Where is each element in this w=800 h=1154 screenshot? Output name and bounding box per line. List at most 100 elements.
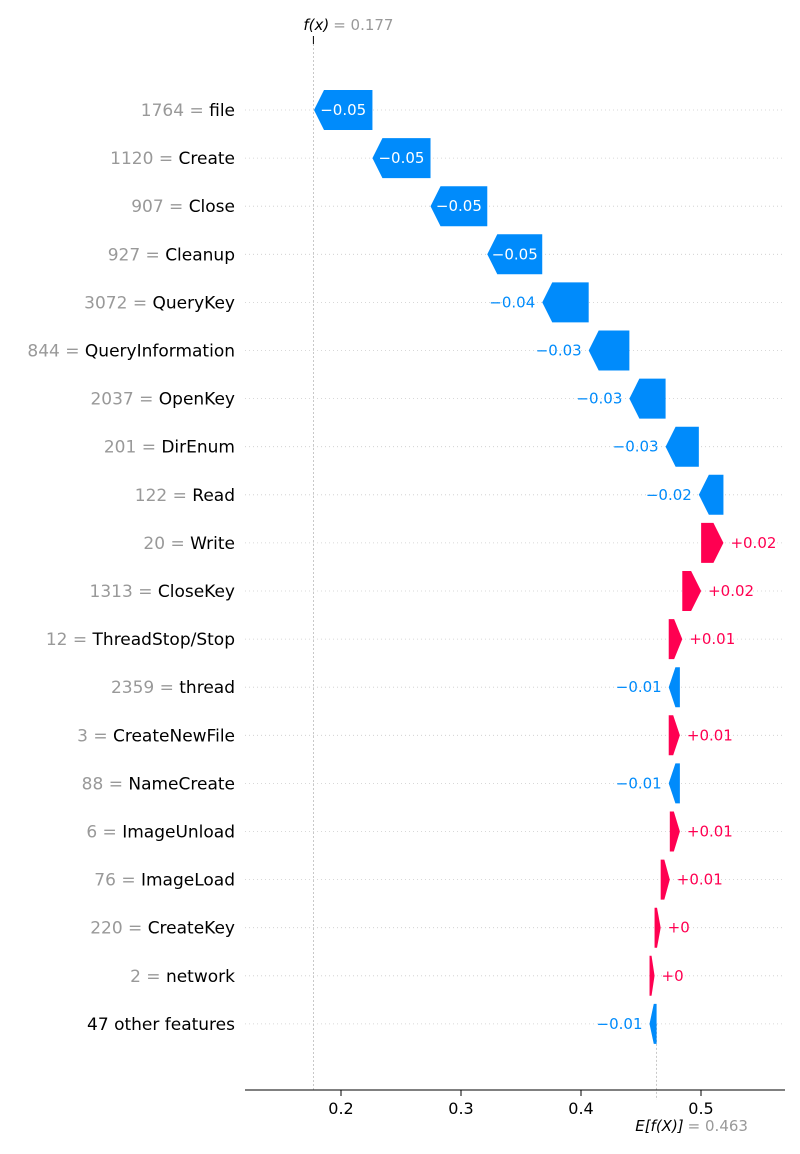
x-tick-label: 0.2 [328, 1099, 353, 1118]
bar-data-label: +0.02 [708, 582, 754, 600]
feature-value: 3 = [77, 726, 113, 746]
feature-label: 122 = Read [135, 486, 235, 506]
feature-value: 12 = [46, 630, 93, 650]
feature-label: 201 = DirEnum [104, 438, 235, 458]
x-axis: 0.2 0.3 0.4 0.5 [245, 1089, 785, 1118]
feature-value: 88 = [82, 774, 129, 794]
feature-value: 220 = [90, 919, 148, 939]
feature-name: DirEnum [161, 438, 235, 458]
feature-name: CloseKey [158, 582, 235, 602]
contribution-bar [542, 282, 589, 323]
feature-value: 6 = [86, 823, 122, 843]
feature-name: Cleanup [165, 245, 235, 265]
contribution-bar [372, 138, 431, 179]
feature-value: 927 = [108, 245, 166, 265]
bar-data-label: −0.01 [597, 1015, 643, 1033]
contribution-bar [649, 955, 655, 996]
feature-value: 2 = [130, 967, 166, 987]
feature-label: 220 = CreateKey [90, 919, 235, 939]
feature-name: ImageUnload [122, 823, 235, 843]
bar-data-label: −0.05 [378, 149, 424, 167]
contribution-bar [654, 907, 661, 948]
feature-name: ImageLoad [141, 871, 235, 891]
feature-name: OpenKey [159, 390, 235, 410]
feature-label: 844 = QueryInformation [27, 342, 235, 362]
feature-label: 2037 = OpenKey [90, 390, 235, 410]
feature-label: 76 = ImageLoad [94, 871, 235, 891]
feature-name: ThreadStop/Stop [92, 630, 235, 650]
bar-data-label: +0.01 [687, 823, 733, 841]
fx-annotation: f(x) = 0.177 [303, 16, 393, 34]
feature-name: Create [179, 149, 236, 169]
feature-label: 2 = network [130, 967, 235, 987]
feature-value: 122 = [135, 486, 193, 506]
feature-label: 907 = Close [131, 197, 235, 217]
contribution-bar [698, 474, 724, 515]
contribution-bars [314, 90, 724, 1044]
feature-label: 47 other features [87, 1015, 235, 1035]
feature-name: NameCreate [128, 774, 235, 794]
contribution-bar [682, 571, 702, 611]
contribution-bar [665, 426, 699, 467]
bar-data-label: +0 [668, 919, 690, 937]
feature-name: file [209, 101, 235, 121]
feature-name: QueryInformation [85, 342, 235, 362]
contribution-bar [668, 619, 683, 660]
bar-data-label: +0 [662, 967, 684, 985]
bar-data-label: −0.03 [536, 342, 582, 360]
bar-data-label: −0.05 [320, 101, 366, 119]
feature-label: 2359 = thread [111, 678, 235, 698]
feature-name: Close [189, 197, 235, 217]
contribution-bar [649, 1003, 657, 1044]
bar-data-label: −0.01 [616, 678, 662, 696]
feature-value: 844 = [27, 342, 85, 362]
feature-label: 3072 = QueryKey [84, 293, 235, 313]
bar-data-label: −0.03 [576, 390, 622, 408]
feature-value: 3072 = [84, 293, 152, 313]
feature-name: Write [190, 534, 235, 554]
ex-value: = 0.463 [688, 1117, 748, 1135]
bar-data-label: +0.01 [677, 871, 723, 889]
contribution-bar [668, 763, 680, 804]
feature-label: 20 = Write [143, 534, 235, 554]
feature-name: CreateNewFile [113, 726, 235, 746]
x-tick-label: 0.5 [688, 1099, 713, 1118]
contribution-bar [668, 667, 680, 708]
ex-label: E[f(X)] [635, 1117, 684, 1135]
contribution-bar [629, 378, 666, 419]
bar-data-label: −0.05 [436, 197, 482, 215]
bar-data-label: −0.03 [613, 438, 659, 456]
contribution-bar [487, 234, 543, 275]
feature-name: Read [192, 486, 235, 506]
contribution-bar [660, 859, 670, 900]
ex-annotation: E[f(X)] = 0.463 [635, 1117, 748, 1135]
fx-value: = 0.177 [333, 16, 393, 34]
bar-data-label: −0.01 [616, 774, 662, 792]
feature-value: 76 = [94, 871, 141, 891]
feature-name: 47 other features [87, 1015, 235, 1035]
feature-label: 927 = Cleanup [108, 245, 235, 265]
feature-label: 1764 = file [141, 101, 235, 121]
bar-data-label: +0.01 [687, 726, 733, 744]
feature-value: 2037 = [90, 390, 158, 410]
feature-label: 12 = ThreadStop/Stop [46, 630, 235, 650]
feature-name: QueryKey [153, 293, 236, 313]
feature-value: 1120 = [110, 149, 178, 169]
contribution-bar [588, 330, 630, 371]
feature-value: 1313 = [90, 582, 158, 602]
feature-label: 6 = ImageUnload [86, 823, 235, 843]
feature-label: 3 = CreateNewFile [77, 726, 235, 746]
x-tick-label: 0.4 [568, 1099, 593, 1118]
feature-value: 201 = [104, 438, 162, 458]
bar-data-label: +0.01 [689, 630, 735, 648]
feature-name: network [166, 967, 235, 987]
bar-data-label: +0.02 [730, 534, 776, 552]
feature-value: 907 = [131, 197, 189, 217]
feature-name: CreateKey [148, 919, 235, 939]
bar-data-label: −0.05 [492, 245, 538, 263]
feature-value: 2359 = [111, 678, 179, 698]
bar-data-label: −0.04 [489, 293, 535, 311]
feature-label: 1313 = CloseKey [90, 582, 235, 602]
